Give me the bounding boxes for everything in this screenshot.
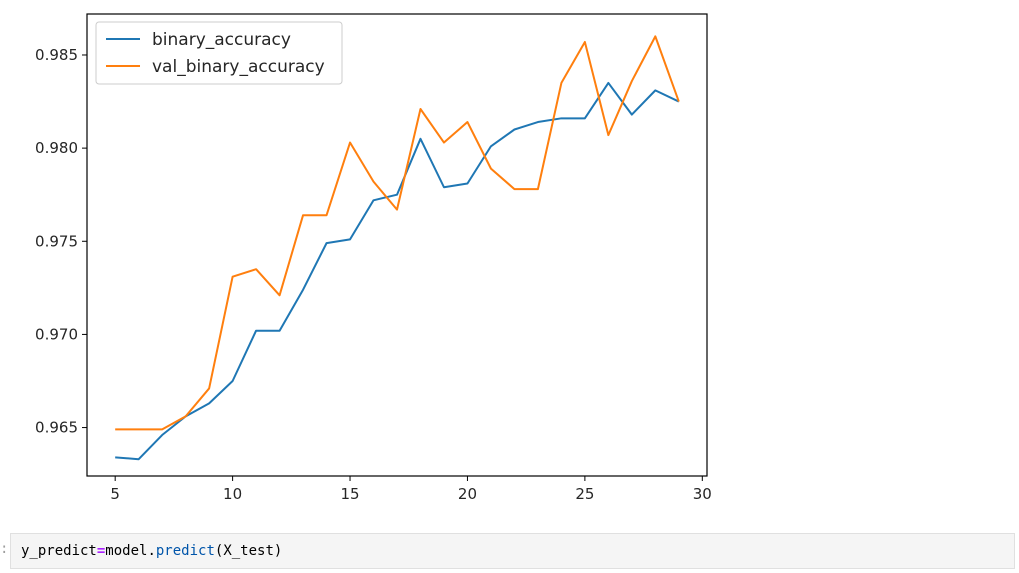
x-tick-label: 20 [458, 485, 477, 503]
legend-box [95, 21, 343, 85]
y-tick-label: 0.980 [35, 139, 78, 157]
legend-label: val_binary_accuracy [152, 57, 325, 77]
axis-ticks: 5 10 15 20 25 30 0.965 0.970 0.975 0.980 0.985 [35, 46, 712, 503]
x-tick-label: 25 [575, 485, 594, 503]
code-var: y_predict [21, 543, 97, 559]
legend-label: binary_accuracy [152, 30, 291, 50]
cell-prompt: : [0, 541, 9, 557]
series-line-val-binary-accuracy [115, 35, 680, 431]
series-line-binary-accuracy [115, 81, 680, 461]
y-tick-label: 0.965 [35, 419, 78, 437]
series-lines [115, 35, 680, 461]
code-operator: = [96, 543, 106, 559]
code-args: (X_test) [214, 543, 283, 559]
x-tick-label: 15 [340, 485, 359, 503]
y-tick-label: 0.975 [35, 232, 78, 250]
y-tick-label: 0.985 [35, 46, 78, 64]
code-cell[interactable]: y_predict = model. predict (X_test) [10, 533, 1015, 569]
plot-frame [86, 13, 708, 477]
line-chart: 5 10 15 20 25 30 0.965 0.970 0.975 0.980 0.985 bin… [35, 13, 712, 503]
x-tick-label: 10 [223, 485, 242, 503]
y-tick-label: 0.970 [35, 325, 78, 343]
code-object: model. [105, 543, 156, 559]
legend: binary_accuracy val_binary_accuracy [95, 21, 343, 85]
x-tick-label: 5 [110, 485, 120, 503]
x-tick-label: 30 [693, 485, 712, 503]
code-function: predict [155, 543, 215, 559]
